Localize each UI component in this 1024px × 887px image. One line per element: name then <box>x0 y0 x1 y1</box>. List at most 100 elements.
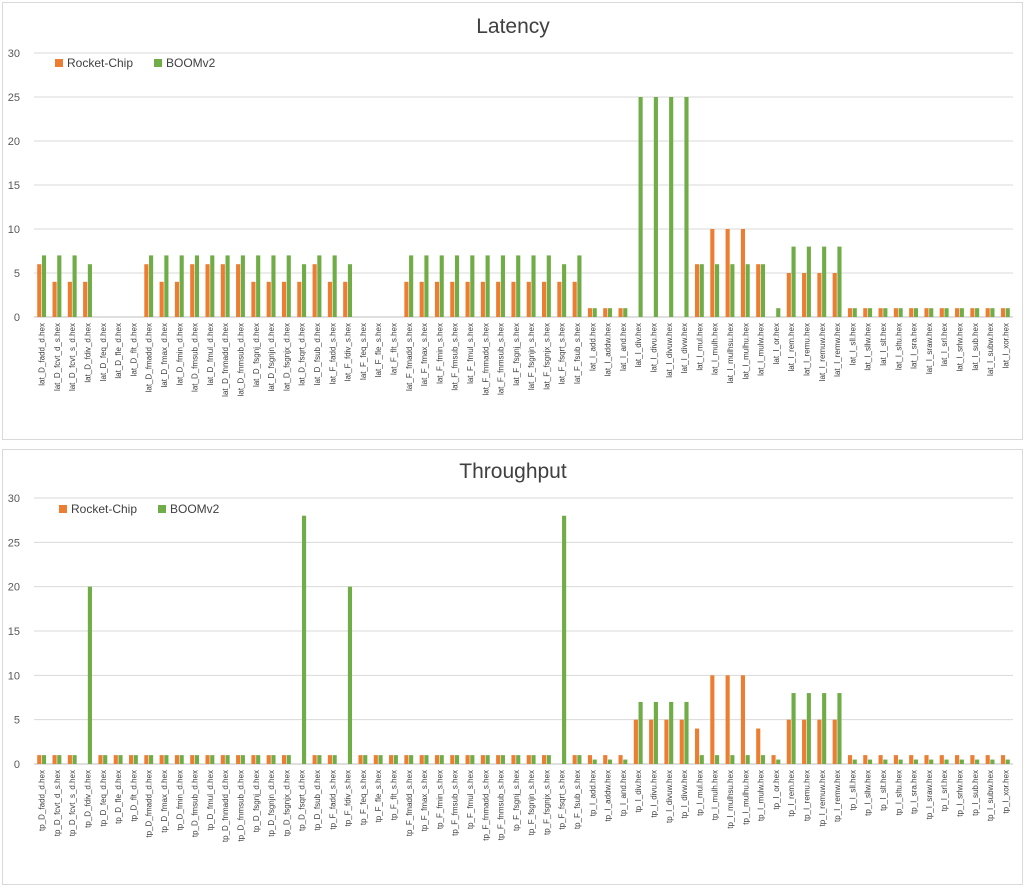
y-tick-label: 25 <box>8 92 20 104</box>
boom-bar <box>378 755 383 764</box>
rocket-bar <box>67 755 72 764</box>
x-tick-label: tp_I_remuw.hex <box>818 770 827 826</box>
rocket-bar <box>159 755 164 764</box>
boom-bar <box>898 308 903 317</box>
boom-bar <box>975 308 980 317</box>
rocket-bar <box>434 755 440 764</box>
legend-label-rocket: Rocket-Chip <box>71 502 137 516</box>
rocket-bar <box>450 281 455 317</box>
x-tick-label: tp_D_fmul_d.hex <box>206 770 215 830</box>
x-tick-label: tp_I_remw.hex <box>833 770 842 822</box>
rocket-bar <box>771 755 776 764</box>
boom-bar <box>179 255 184 317</box>
boom-bar <box>87 264 92 317</box>
x-tick-label: lat_I_rem.hex <box>787 323 796 371</box>
boom-bar <box>944 308 949 317</box>
rocket-bar <box>159 281 164 317</box>
boom-bar <box>837 246 842 317</box>
rocket-bar <box>83 281 88 317</box>
x-tick-label: tp_I_mulhu.hex <box>741 770 750 825</box>
boom-bar <box>822 693 827 764</box>
boom-bar <box>164 255 169 317</box>
x-tick-label: lat_F_feq_s.hex <box>359 323 368 380</box>
x-tick-label: tp_I_div.hex <box>634 770 643 813</box>
rocket-bar <box>465 755 470 764</box>
chart-title: Throughput <box>459 460 567 483</box>
rocket-bar <box>740 675 746 764</box>
x-tick-label: tp_I_sllw.hex <box>864 770 873 816</box>
x-tick-label: lat_D_fmul_d.hex <box>206 323 215 385</box>
rocket-bar <box>251 755 256 764</box>
boom-bar <box>684 701 689 764</box>
boom-bar <box>760 755 766 764</box>
bars <box>37 97 1010 317</box>
rocket-bar <box>312 264 317 317</box>
x-tick-label: lat_F_fmsub_s.hex <box>451 323 460 391</box>
y-tick-label: 15 <box>8 626 20 638</box>
x-tick-label: lat_I_or.hex <box>772 323 781 364</box>
boom-bar <box>975 759 980 764</box>
boom-bar <box>638 97 643 317</box>
rocket-bar <box>281 281 287 317</box>
x-tick-label: tp_F_fdiv_s.hex <box>344 770 353 826</box>
x-tick-label: tp_I_or.hex <box>772 770 781 810</box>
latency-chart-panel: Latency 0 5 10 15 20 25 30 lat_D_fadd_d.hex lat… <box>2 2 1023 440</box>
x-tick-label: tp_D_fmadd_d.hex <box>145 770 154 838</box>
boom-bar <box>485 755 490 764</box>
rocket-bar <box>144 264 149 317</box>
x-tick-label: lat_I_remw.hex <box>833 323 842 377</box>
boom-bar <box>240 255 245 317</box>
rocket-bar <box>557 281 562 317</box>
bars <box>37 515 1010 764</box>
y-tick-label: 15 <box>8 180 20 192</box>
x-tick-label: lat_D_fmsub_d.hex <box>191 323 200 392</box>
boom-bar <box>516 755 521 764</box>
rocket-bar <box>786 273 791 317</box>
x-tick-label: lat_I_mul.hex <box>695 323 704 371</box>
rocket-bar <box>404 281 409 317</box>
x-tick-label: tp_I_divuw.hex <box>665 770 674 823</box>
boom-bar <box>607 759 613 764</box>
boom-bar <box>806 246 811 317</box>
boom-bar <box>699 755 704 764</box>
x-tick-label: lat_I_sub.hex <box>971 323 980 371</box>
boom-bar <box>883 308 888 317</box>
x-tick-label: lat_D_fsgnj_d.hex <box>252 323 261 387</box>
x-tick-label: lat_I_slt.hex <box>879 323 888 366</box>
y-tick-label: 10 <box>8 224 20 236</box>
rocket-bar <box>220 755 225 764</box>
x-tick-label: tp_D_fmax_d.hex <box>160 770 169 833</box>
boom-bar <box>301 264 307 317</box>
boom-bar <box>592 308 597 317</box>
rocket-bar <box>281 755 287 764</box>
rocket-bar <box>847 755 853 764</box>
x-tick-label: tp_I_slt.hex <box>879 770 888 811</box>
rocket-bar <box>526 281 531 317</box>
boom-bar <box>41 755 47 764</box>
rocket-bar <box>939 755 944 764</box>
boom-bar <box>332 755 337 764</box>
x-tick-label: lat_D_fsub_d.hex <box>313 323 322 385</box>
y-tick-label: 5 <box>14 715 20 727</box>
boom-bar <box>72 755 77 764</box>
rocket-bar <box>603 308 608 317</box>
x-tick-label: tp_F_feq_s.hex <box>359 770 368 825</box>
rocket-bar <box>190 755 195 764</box>
rocket-bar <box>786 719 791 764</box>
rocket-bar <box>863 308 868 317</box>
rocket-bar <box>373 755 378 764</box>
rocket-bar <box>572 281 577 317</box>
x-tick-label: lat_I_divuw.hex <box>665 323 674 378</box>
gridlines <box>34 497 1013 765</box>
boom-bar <box>271 755 276 764</box>
rocket-bar <box>572 755 577 764</box>
x-tick-label: lat_D_flt_d.hex <box>129 323 138 376</box>
x-tick-label: lat_D_fle_d.hex <box>114 323 123 379</box>
boom-bar <box>271 255 276 317</box>
boom-bar <box>1005 308 1010 317</box>
rocket-bar <box>266 281 271 317</box>
x-tick-label: tp_I_sltu.hex <box>894 770 903 815</box>
rocket-bar <box>878 755 883 764</box>
boom-bar <box>959 308 964 317</box>
boom-bar <box>791 246 796 317</box>
